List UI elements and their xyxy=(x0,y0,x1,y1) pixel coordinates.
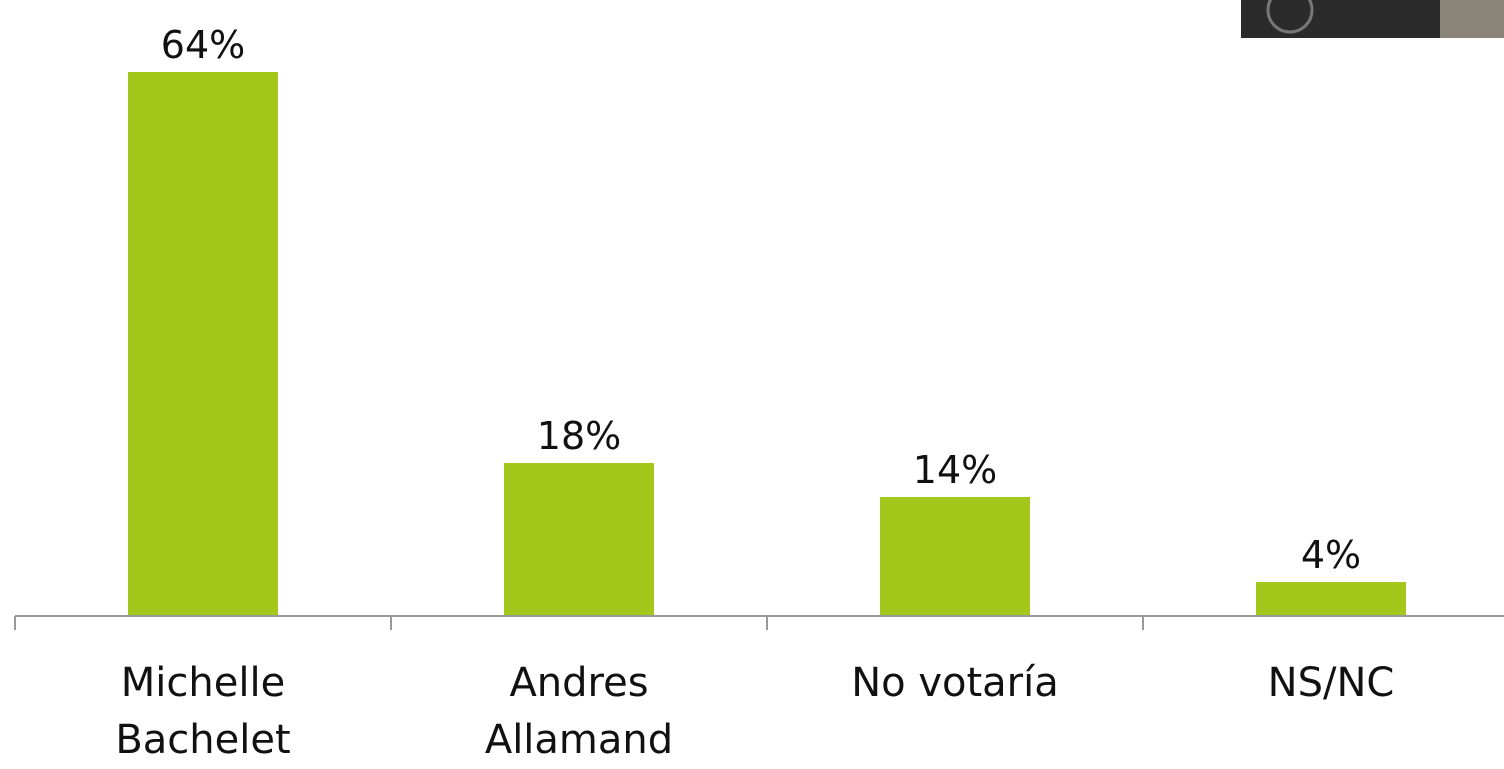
value-label: 4% xyxy=(1301,533,1361,577)
bar xyxy=(504,463,654,616)
x-tick-label: No votaría xyxy=(795,655,1115,712)
page: {"chart_data": {"type": "bar", "categori… xyxy=(0,0,1504,760)
photo-fragment xyxy=(1440,0,1504,38)
x-tick-label: Michelle Bachelet xyxy=(43,655,363,769)
bar xyxy=(1256,582,1406,616)
value-label: 14% xyxy=(913,448,997,492)
bar xyxy=(128,72,278,616)
chart: 64% 18% 14% 4% xyxy=(0,0,1504,760)
x-tick-label: NS/NC xyxy=(1171,655,1491,712)
bar xyxy=(880,497,1030,616)
value-label: 18% xyxy=(537,414,621,458)
value-label: 64% xyxy=(161,23,245,67)
x-tick-label: Andres Allamand xyxy=(419,655,739,769)
